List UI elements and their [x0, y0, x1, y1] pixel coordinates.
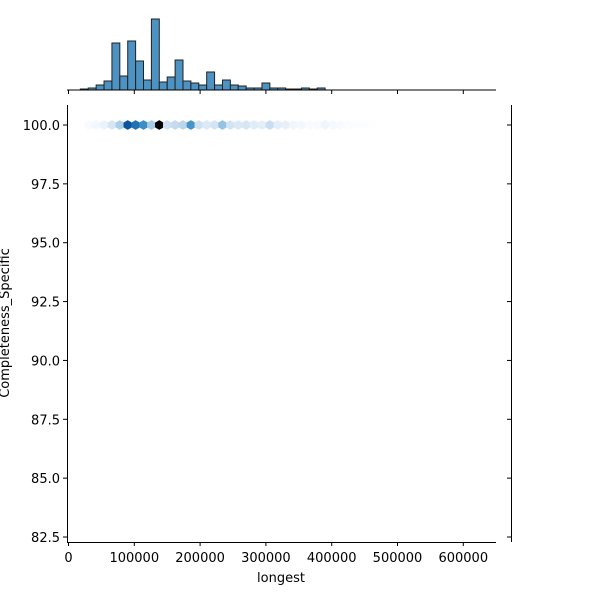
x-tick-label: 400000	[307, 551, 357, 566]
histogram-bar	[166, 76, 176, 91]
hexbin-cell	[218, 120, 227, 130]
hexbin-cell	[289, 120, 298, 130]
marginal-x-histogram	[79, 18, 326, 91]
x-tick-label: 100000	[109, 551, 159, 566]
hexbin-cell	[155, 120, 164, 130]
y-tick-label: 95.0	[31, 237, 60, 252]
hexbin-cell	[170, 120, 180, 130]
hexbin-cell	[305, 120, 314, 130]
hexbin-cell	[131, 120, 140, 130]
y-tick-label: 87.5	[31, 413, 60, 428]
x-axis-label: longest	[257, 571, 305, 586]
hexbin-cell	[162, 120, 172, 130]
hexbin-cell	[328, 120, 338, 130]
y-tick-label: 82.5	[31, 531, 60, 546]
hexbin-cell	[210, 120, 219, 130]
histogram-bar	[206, 71, 216, 91]
y-tick-label: 92.5	[31, 296, 60, 311]
hexbin-cell	[241, 120, 251, 130]
x-tick-label: 0	[64, 551, 72, 566]
histogram-bar	[261, 82, 271, 91]
hexbin-cell	[123, 120, 132, 130]
marginal-y-ticks	[507, 124, 511, 538]
histogram-bar	[119, 75, 129, 91]
histogram-bar	[111, 42, 121, 91]
y-axis-ticks: 82.5 85.0 87.5 90.0 92.5 95.0 97.5 100.0	[23, 119, 67, 546]
hexbin-cell	[368, 120, 377, 130]
histogram-bar	[221, 79, 231, 91]
histogram-bar	[103, 80, 113, 91]
hexbin-cell	[352, 120, 361, 130]
histogram-bar	[174, 59, 184, 91]
histogram-bar	[158, 81, 168, 91]
hexbin-cell	[91, 120, 101, 130]
histogram-bar	[143, 79, 152, 91]
x-tick-label: 500000	[373, 551, 423, 566]
hexbin-cell	[320, 120, 330, 130]
histogram-bar	[150, 18, 160, 91]
hexbin-cell	[249, 120, 259, 130]
histogram-bar	[127, 40, 137, 91]
hexbin-cell	[99, 120, 109, 130]
histogram-bar	[190, 82, 200, 91]
hexbin-cell	[178, 120, 188, 130]
hexbin-cell	[336, 120, 346, 130]
y-tick-label: 85.0	[31, 472, 60, 487]
hexbin-cell	[257, 120, 267, 130]
hexbin-cells	[84, 120, 377, 130]
hexbin-cell	[344, 120, 354, 130]
y-tick-label: 100.0	[23, 119, 60, 134]
hexbin-cell	[273, 120, 282, 130]
hexbin-cell	[312, 120, 322, 130]
hexbin-cell	[281, 120, 290, 130]
x-axis-ticks: 0 100000 200000 300000 400000 500000 600000	[64, 542, 488, 566]
hexbin-cell	[202, 120, 211, 130]
hexbin-cell	[139, 120, 148, 130]
hexbin-cell	[115, 120, 125, 130]
y-axis-label: Completeness_Specific	[0, 248, 13, 398]
histogram-bar	[229, 84, 239, 91]
hexbin-cell	[297, 120, 306, 130]
marginal-x-ticks	[68, 90, 464, 94]
y-tick-label: 90.0	[31, 354, 60, 369]
x-tick-label: 200000	[175, 551, 225, 566]
x-tick-label: 300000	[241, 551, 291, 566]
hexbin-cell	[360, 120, 369, 130]
y-tick-label: 97.5	[31, 178, 60, 193]
histogram-bar	[214, 84, 223, 91]
x-tick-label: 600000	[438, 551, 488, 566]
histogram-bar	[198, 84, 208, 91]
histogram-bar	[182, 80, 192, 91]
histogram-bar	[237, 85, 247, 91]
hexbin-cell	[84, 120, 93, 130]
hexbin-cell	[194, 120, 204, 130]
histogram-bar	[95, 84, 105, 91]
hexbin-cell	[107, 120, 117, 130]
hexbin-cell	[147, 120, 156, 130]
hexbin-cell	[226, 120, 235, 130]
histogram-bar	[135, 60, 145, 91]
hexbin-cell	[186, 120, 196, 130]
hexbin-cell	[234, 120, 243, 130]
hexbin-cell	[265, 120, 275, 130]
